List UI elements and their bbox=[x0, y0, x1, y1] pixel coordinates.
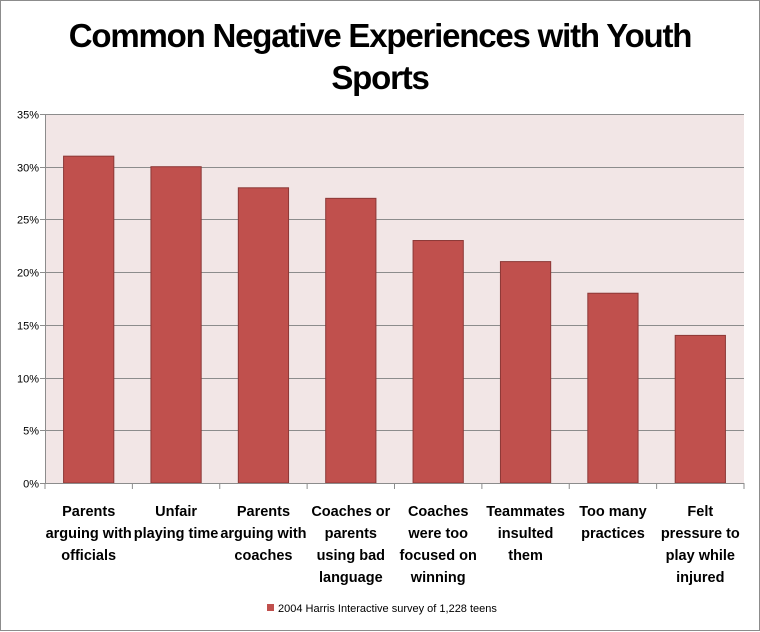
chart-title-line-2: Sports bbox=[331, 59, 428, 96]
legend-swatch bbox=[267, 604, 274, 611]
bar bbox=[412, 240, 464, 484]
bar bbox=[63, 155, 115, 484]
category-label: Parents arguing with coaches bbox=[220, 504, 306, 564]
category-label: Felt pressure to play while injured bbox=[661, 504, 740, 586]
y-tick-label: 15% bbox=[17, 321, 39, 333]
axes bbox=[44, 114, 745, 489]
bar bbox=[499, 261, 552, 484]
y-tick-label: 25% bbox=[17, 215, 39, 227]
bar bbox=[150, 166, 202, 484]
legend-label: 2004 Harris Interactive survey of 1,228 … bbox=[278, 603, 497, 615]
plot-area bbox=[45, 114, 744, 483]
category-label: Unfair playing time bbox=[134, 504, 219, 542]
y-tick-label: 0% bbox=[23, 479, 39, 491]
category-label: Coaches were too focused on winning bbox=[400, 504, 477, 586]
category-label: Coaches or parents using bad language bbox=[311, 504, 390, 586]
category-label: Teammates insulted them bbox=[486, 504, 565, 564]
y-tick-label: 35% bbox=[17, 110, 39, 122]
bars bbox=[63, 155, 726, 484]
y-tick-label: 10% bbox=[17, 374, 39, 386]
legend: 2004 Harris Interactive survey of 1,228 … bbox=[267, 603, 497, 615]
y-tick-label: 30% bbox=[17, 163, 39, 175]
category-label: Parents arguing with officials bbox=[46, 504, 132, 564]
y-tick-label: 5% bbox=[23, 426, 39, 438]
y-tick-label: 20% bbox=[17, 268, 39, 280]
y-axis-ticks: 0% 5% 10% 15% 20% 25% 30% 35% bbox=[17, 110, 45, 491]
category-label: Too many practices bbox=[579, 504, 646, 542]
chart-title-line-1: Common Negative Experiences with Youth bbox=[69, 17, 692, 54]
bar bbox=[237, 187, 290, 484]
bar bbox=[674, 334, 726, 484]
bar bbox=[325, 197, 377, 484]
bar bbox=[587, 292, 639, 484]
